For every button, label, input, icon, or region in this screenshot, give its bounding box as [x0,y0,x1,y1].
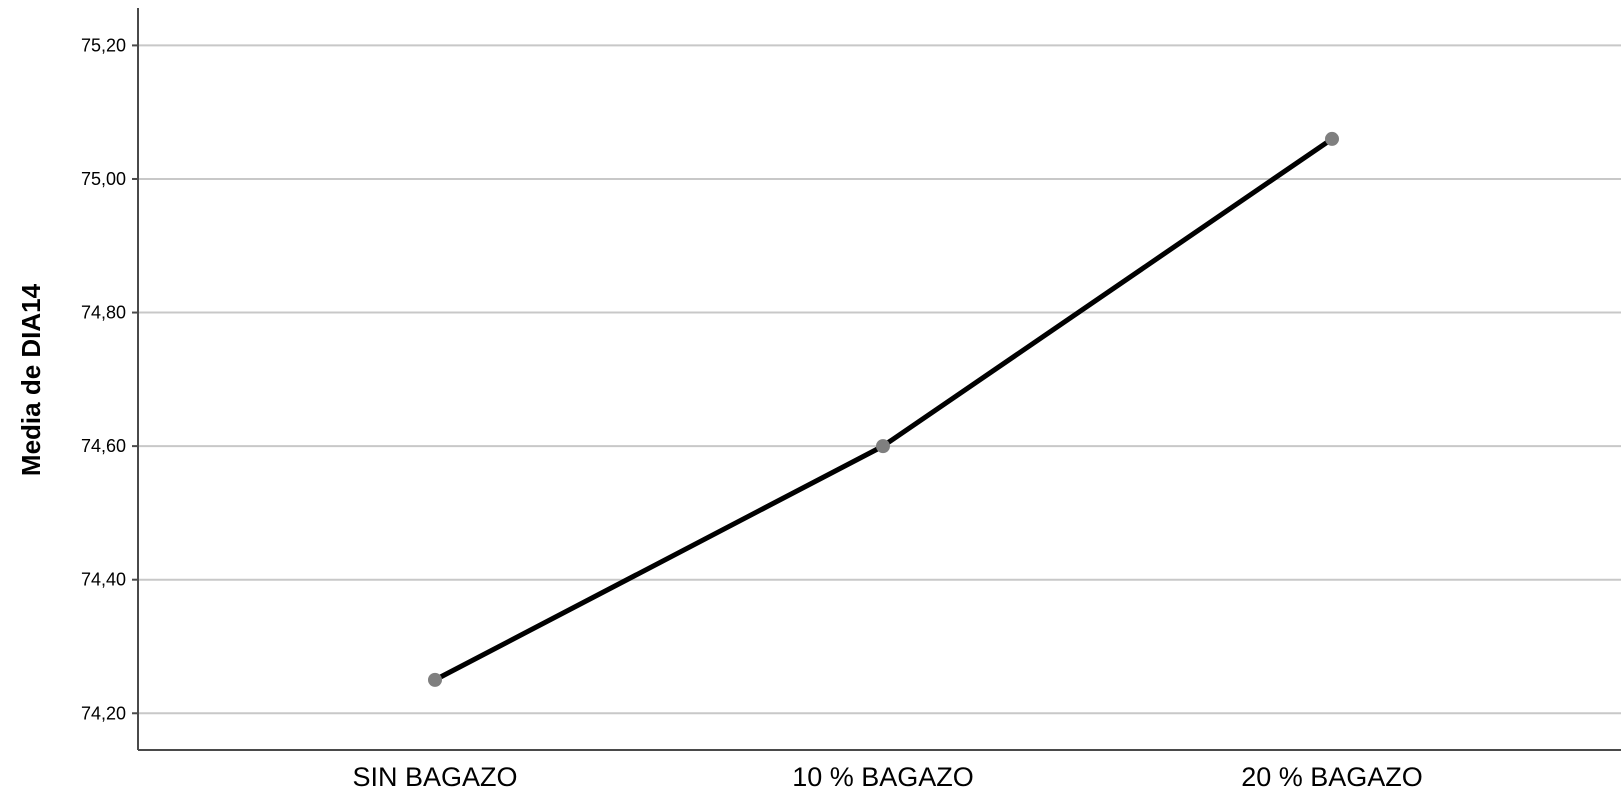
series-line [432,136,1335,683]
y-tick-label: 74,40 [81,570,126,590]
axis-layer [137,8,1621,751]
data-point [1325,131,1339,146]
x-tick-label: SIN BAGAZO [352,762,517,792]
series-layer [428,131,1339,687]
y-axis-title: Media de DIA14 [16,283,46,476]
y-tick-label: 75,00 [81,169,126,189]
y-tick-label: 75,20 [81,35,126,55]
y-tick-label: 74,60 [81,436,126,456]
data-point [428,672,442,687]
grid-layer [132,44,1621,715]
data-point [876,439,890,454]
y-tick-label: 74,20 [81,703,126,723]
y-tick-label: 74,80 [81,303,126,323]
x-tick-label: 10 % BAGAZO [792,762,974,792]
x-tick-label: 20 % BAGAZO [1241,762,1423,792]
x-tick-labels: SIN BAGAZO 10 % BAGAZO 20 % BAGAZO [352,762,1422,792]
y-tick-labels: 74,20 74,40 74,60 74,80 75,00 75,20 [81,35,126,723]
